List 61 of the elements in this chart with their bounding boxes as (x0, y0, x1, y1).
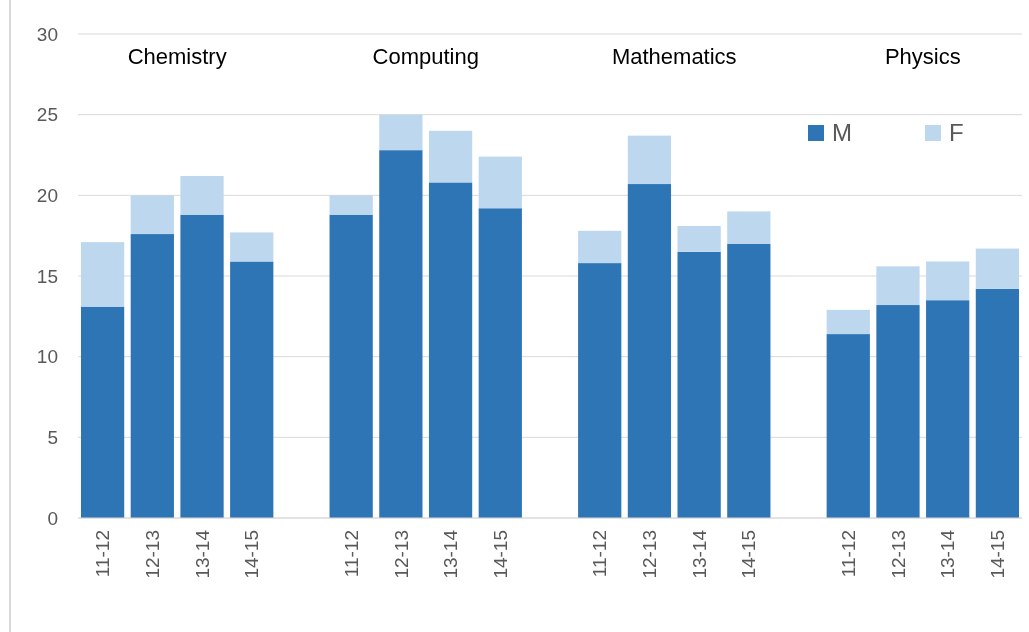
y-tick-label: 0 (47, 507, 58, 529)
bar (379, 114, 423, 151)
x-tick-label: 11-12 (340, 530, 362, 578)
x-tick-label: 11-12 (837, 530, 859, 578)
x-tick-label: 12-13 (887, 530, 909, 579)
x-tick-label: 13-14 (688, 529, 710, 579)
x-tick-label: 13-14 (191, 529, 213, 579)
x-tick-label: 14-15 (489, 530, 511, 579)
bar (826, 334, 870, 518)
bar (478, 208, 522, 518)
legend-label: M (832, 119, 852, 147)
x-tick-label: 13-14 (937, 529, 959, 579)
annotation: Computing (372, 44, 479, 69)
bar (876, 266, 920, 306)
y-tick-label: 30 (36, 23, 58, 45)
bar (876, 305, 920, 518)
bar (727, 211, 771, 244)
bar (80, 242, 125, 307)
bar (180, 175, 224, 215)
x-tick-label: 13-14 (440, 529, 462, 579)
bar (826, 309, 870, 335)
bar (627, 184, 672, 518)
bar (578, 263, 622, 518)
bar (578, 230, 622, 264)
bar (478, 156, 522, 209)
y-tick-label: 20 (36, 184, 58, 206)
y-tick-label: 5 (47, 426, 58, 448)
x-tick-label: 11-12 (589, 530, 611, 578)
bar (130, 234, 174, 518)
bar (975, 288, 1020, 518)
bar (80, 306, 125, 518)
x-tick-label: 12-13 (390, 530, 412, 579)
x-tick-label: 14-15 (738, 530, 760, 579)
legend-label: F (949, 119, 964, 147)
x-tick-label: 14-15 (241, 530, 263, 579)
bar (677, 251, 721, 518)
bar (975, 248, 1020, 289)
y-tick-label: 10 (36, 346, 58, 368)
bar (627, 135, 672, 185)
annotation: Chemistry (127, 44, 227, 69)
bar (130, 195, 174, 235)
bar (428, 182, 473, 518)
x-tick-label: 12-13 (639, 530, 661, 579)
bar (727, 243, 771, 518)
bar (926, 300, 970, 518)
y-tick-label: 25 (36, 104, 58, 126)
y-tick-label: 15 (36, 265, 58, 287)
bar (180, 214, 224, 518)
bar (329, 214, 373, 518)
bar (677, 225, 721, 252)
x-tick-label: 11-12 (92, 530, 114, 578)
x-tick-label: 14-15 (987, 530, 1009, 579)
bar (428, 130, 473, 183)
bar (329, 195, 373, 215)
bar (926, 261, 970, 301)
annotation: Physics (884, 44, 961, 69)
bar (230, 232, 274, 262)
annotation: Mathematics (611, 44, 737, 69)
bar (379, 150, 423, 518)
x-tick-label: 12-13 (141, 530, 163, 579)
bar (230, 261, 274, 518)
